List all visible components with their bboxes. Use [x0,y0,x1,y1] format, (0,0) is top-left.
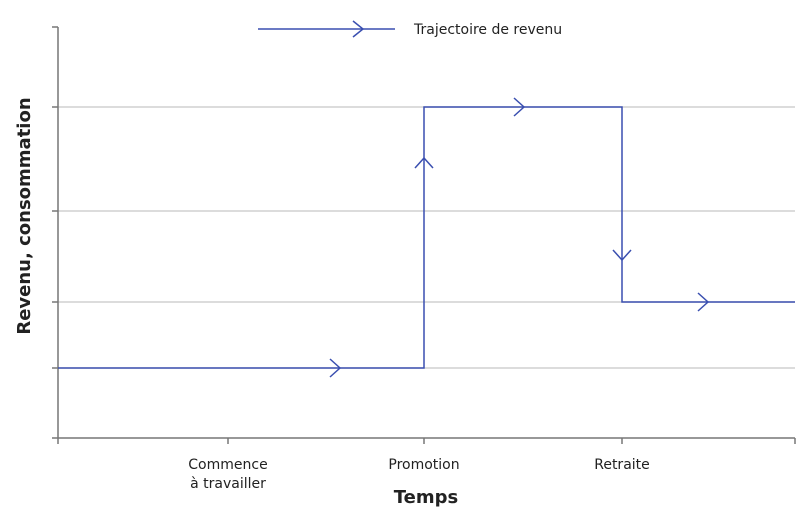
x-axis-label: Temps [394,487,458,508]
x-ticks: Commence à travailler Promotion Retraite [57,438,796,492]
x-tick-label: à travailler [190,476,266,492]
direction-arrow-icon [513,97,526,117]
x-tick-label: Promotion [388,457,459,473]
direction-arrow-icon [697,292,710,312]
direction-arrow-icon [612,249,632,262]
direction-arrow-icon [414,156,434,169]
legend-label: Trajectoire de revenu [413,22,562,38]
income-line [58,106,795,369]
legend-arrow-icon [352,20,365,38]
series-income [58,97,795,378]
x-tick-label: Retraite [594,457,650,473]
x-tick-label: Commence [188,457,267,473]
legend: Trajectoire de revenu [258,20,562,38]
direction-arrow-icon [329,358,342,378]
y-axis-label: Revenu, consommation [14,97,35,334]
